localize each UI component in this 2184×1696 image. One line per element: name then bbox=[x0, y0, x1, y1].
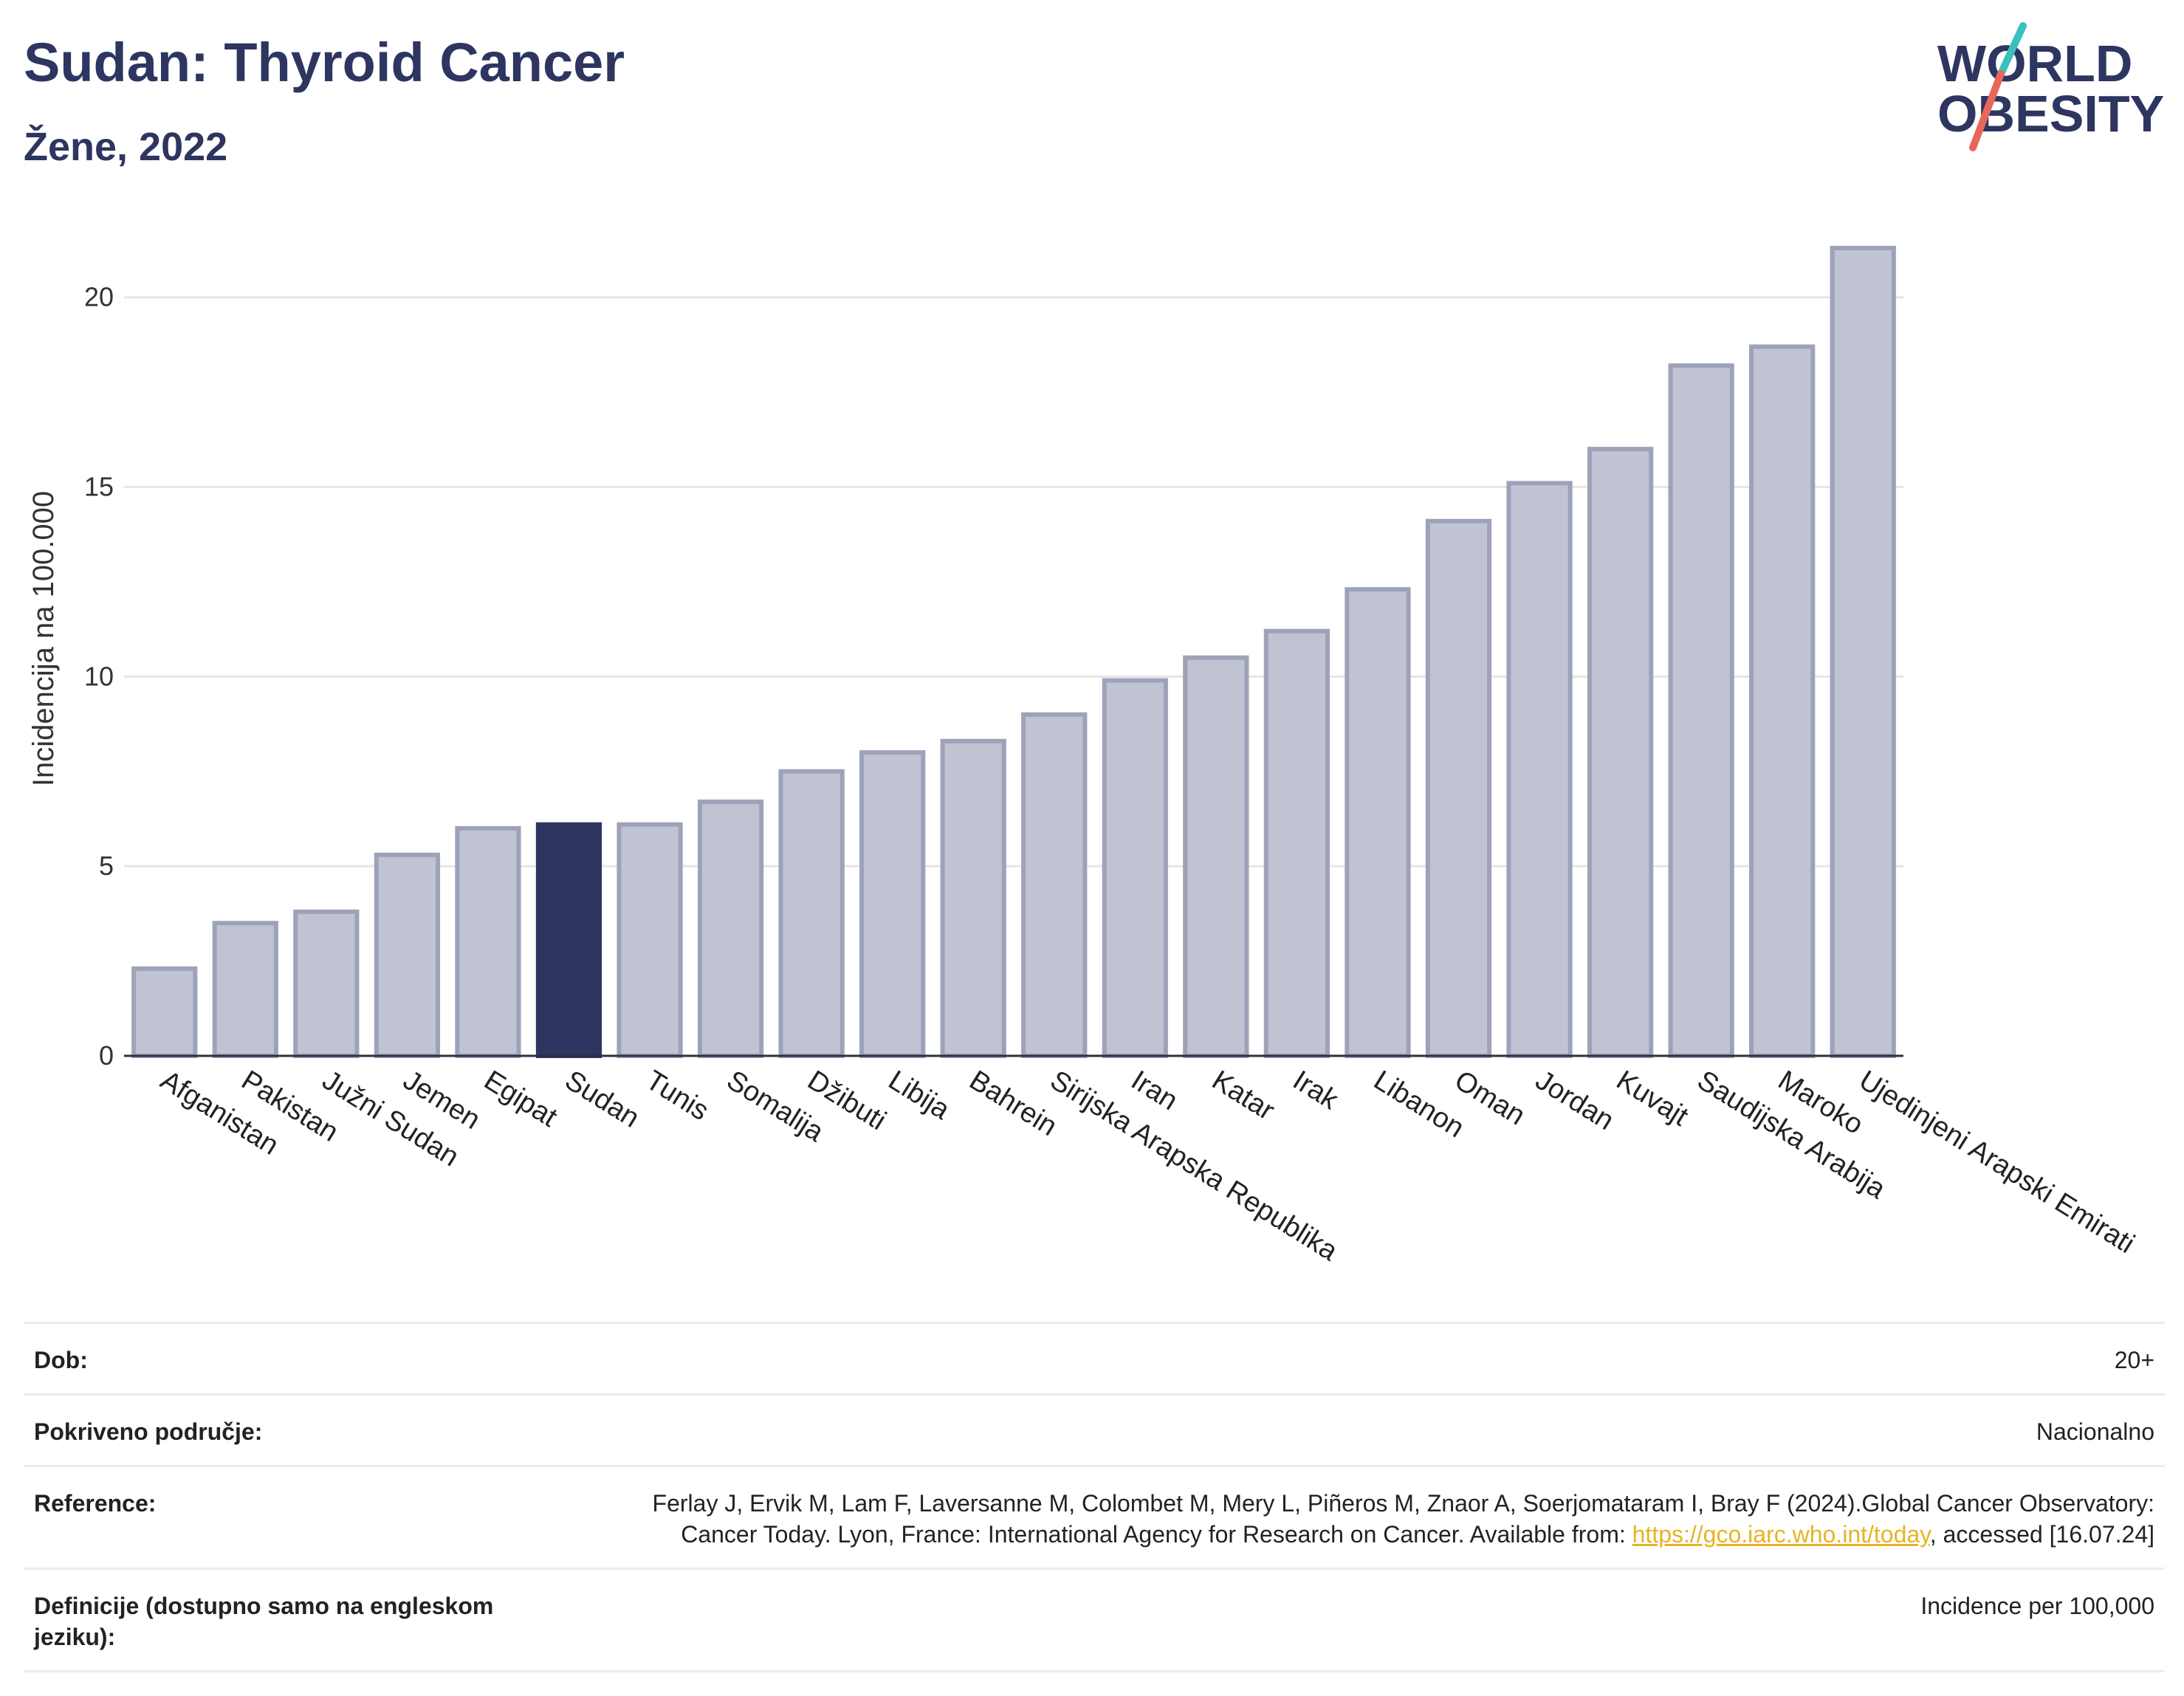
bar-2 bbox=[293, 909, 360, 1059]
bar-10 bbox=[940, 738, 1006, 1058]
x-tick-label-5: Sudan bbox=[560, 1065, 645, 1134]
bar-16 bbox=[1425, 518, 1492, 1058]
world-obesity-logo: WORLD OBESITY bbox=[1937, 22, 2164, 151]
meta-row-reference: Reference: Ferlay J, Ervik M, Lam F, Lav… bbox=[24, 1465, 2165, 1568]
x-tick-label-6: Tunis bbox=[640, 1065, 714, 1127]
bar-7 bbox=[697, 799, 764, 1058]
x-tick-label-10: Bahrein bbox=[964, 1065, 1062, 1142]
age-label: Dob: bbox=[34, 1347, 88, 1373]
x-tick-label-18: Kuvajt bbox=[1611, 1065, 1694, 1133]
reference-text-2: , accessed [16.07.24] bbox=[1929, 1521, 2154, 1548]
x-tick-label-17: Jordan bbox=[1530, 1065, 1619, 1136]
reference-text-1: Ferlay J, Ervik M, Lam F, Laversanne M, … bbox=[652, 1490, 2154, 1548]
y-tick-label-10: 10 bbox=[84, 661, 114, 691]
x-tick-label-4: Egipat bbox=[478, 1065, 563, 1133]
meta-row-age: Dob: 20+ bbox=[24, 1322, 2165, 1393]
bar-13 bbox=[1183, 655, 1249, 1058]
x-tick-label-13: Katar bbox=[1206, 1065, 1280, 1127]
bar-18 bbox=[1587, 447, 1654, 1058]
coverage-value: Nacionalno bbox=[2036, 1418, 2154, 1445]
bar-4 bbox=[455, 825, 521, 1059]
x-tick-label-12: Iran bbox=[1126, 1065, 1184, 1116]
bar-17 bbox=[1506, 481, 1573, 1058]
bar-14 bbox=[1263, 628, 1330, 1058]
y-tick-label-0: 0 bbox=[99, 1040, 114, 1071]
reference-value: Ferlay J, Ervik M, Lam F, Laversanne M, … bbox=[604, 1488, 2154, 1550]
y-tick-label-5: 5 bbox=[99, 851, 114, 881]
bar-1 bbox=[212, 921, 278, 1059]
bar-8 bbox=[778, 769, 845, 1058]
bar-11 bbox=[1021, 712, 1088, 1059]
meta-row-definition: Definicije (dostupno samo na engleskom j… bbox=[24, 1568, 2165, 1672]
age-value: 20+ bbox=[2114, 1347, 2154, 1373]
bar-15 bbox=[1345, 587, 1411, 1058]
bar-6 bbox=[617, 822, 683, 1058]
x-tick-label-9: Libija bbox=[883, 1065, 955, 1126]
bar-3 bbox=[374, 852, 441, 1058]
bar-9 bbox=[859, 750, 926, 1058]
bar-12 bbox=[1102, 678, 1168, 1058]
logo-slash-teal bbox=[1997, 22, 2027, 78]
definition-value: Incidence per 100,000 bbox=[1920, 1593, 2154, 1619]
definition-label: Definicije (dostupno samo na engleskom j… bbox=[34, 1593, 494, 1650]
bar-19 bbox=[1668, 363, 1734, 1058]
coverage-label: Pokriveno područje: bbox=[34, 1418, 263, 1445]
bar-21 bbox=[1830, 245, 1896, 1058]
bar-0 bbox=[131, 966, 198, 1059]
x-tick-label-14: Irak bbox=[1288, 1065, 1345, 1116]
chart-title: Sudan: Thyroid Cancer bbox=[24, 32, 625, 93]
meta-row-coverage: Pokriveno područje: Nacionalno bbox=[24, 1393, 2165, 1465]
metadata-table: Dob: 20+ Pokriveno područje: Nacionalno … bbox=[24, 1322, 2165, 1672]
reference-label: Reference: bbox=[34, 1490, 157, 1517]
logo-line1: WORLD bbox=[1937, 35, 2132, 92]
x-tick-label-15: Libanon bbox=[1368, 1065, 1469, 1144]
y-tick-label-20: 20 bbox=[84, 282, 114, 312]
reference-link[interactable]: https://gco.iarc.who.int/today bbox=[1632, 1521, 1930, 1548]
bar-5 bbox=[535, 822, 602, 1058]
chart-subtitle: Žene, 2022 bbox=[24, 125, 228, 169]
y-axis-label: Incidencija na 100.000 bbox=[27, 491, 60, 786]
bar-20 bbox=[1749, 344, 1816, 1058]
x-tick-label-21: Ujedinjeni Arapski Emirati bbox=[1853, 1065, 2140, 1260]
y-tick-label-15: 15 bbox=[84, 472, 114, 502]
logo-slash-red bbox=[1969, 70, 2005, 151]
